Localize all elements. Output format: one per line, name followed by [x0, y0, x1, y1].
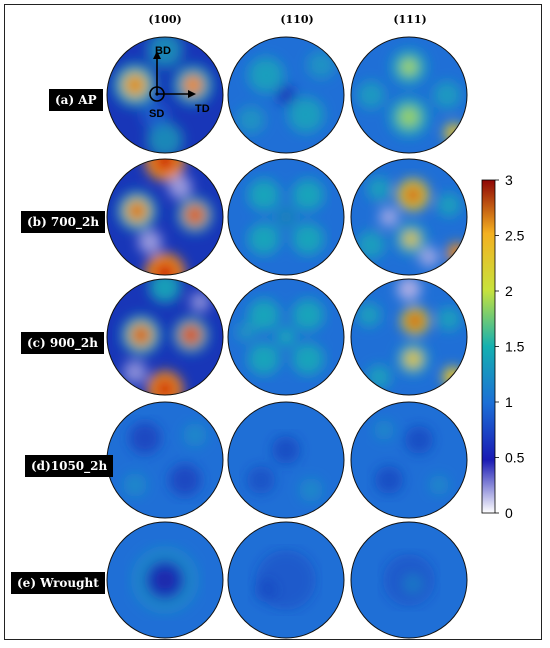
pole-figure-disc — [228, 522, 344, 638]
td-axis-label: TD — [195, 103, 210, 115]
pole-figure-disc — [351, 159, 467, 275]
pole-figure-panel: (100) (110) (111) BD SD TD 0 0.5 1 1.5 2 2.5 3 — [106, 13, 525, 639]
pole-figure-outline — [227, 521, 345, 639]
column-header-100: (100) — [148, 13, 181, 26]
colorbar-tick-label: 1 — [505, 394, 513, 410]
figure-frame: (100) (110) (111) BD SD TD 0 0.5 1 1.5 2 2.5 3… — [4, 4, 542, 640]
pole-figure-disc — [351, 402, 467, 518]
pole-figure-outline — [106, 36, 224, 154]
row-label-c: (c) 900_2h — [21, 332, 104, 354]
pole-figure-outline — [350, 521, 468, 639]
colorbar-tick-label: 3 — [505, 172, 513, 188]
colorbar-ticks: 0 0.5 1 1.5 2 2.5 3 — [495, 172, 525, 521]
pole-figure-disc — [228, 159, 344, 275]
pole-figure-outline — [227, 158, 345, 276]
pole-figure-outline — [350, 158, 468, 276]
sample-axes-overlay: BD SD TD — [149, 45, 210, 120]
pole-figure-disc — [107, 159, 223, 275]
pole-figure-disc — [107, 402, 223, 518]
bd-axis-label: BD — [155, 45, 171, 57]
pole-figure-outline — [350, 36, 468, 154]
colorbar-gradient — [481, 179, 496, 514]
column-header-110: (110) — [280, 13, 313, 26]
pole-figure-disc — [351, 522, 467, 638]
pole-figure-outline — [106, 278, 224, 396]
pole-figure-disc — [351, 279, 467, 395]
pole-figure-disc — [228, 402, 344, 518]
row-label-e: (e) Wrought — [11, 572, 105, 594]
colorbar-tick-label: 1.5 — [505, 339, 525, 355]
pole-figure-disc — [107, 279, 223, 395]
sd-axis-label: SD — [149, 108, 164, 120]
colorbar-tick-label: 0.5 — [505, 450, 525, 466]
colorbar-tick-label: 0 — [505, 505, 513, 521]
pole-figure-outline — [350, 401, 468, 519]
column-header-111: (111) — [393, 13, 426, 26]
row-label-b: (b) 700_2h — [21, 211, 106, 233]
colorbar-tick-label: 2.5 — [505, 228, 525, 244]
colorbar: 0 0.5 1 1.5 2 2.5 3 — [481, 172, 525, 521]
row-label-d: (d)1050_2h — [25, 455, 114, 477]
pole-figure-outline — [350, 278, 468, 396]
pole-figure-outline — [106, 521, 224, 639]
pole-figure-outline — [227, 36, 345, 154]
pole-figure-outline — [106, 158, 224, 276]
pole-figure-disc — [107, 37, 223, 153]
pole-figure-disc — [228, 37, 344, 153]
pole-figure-outline — [227, 401, 345, 519]
pole-figure-outline — [227, 278, 345, 396]
pole-figure-grid — [106, 36, 468, 639]
row-label-a: (a) AP — [49, 89, 103, 111]
pole-figure-disc — [351, 37, 467, 153]
pole-figure-disc — [107, 522, 223, 638]
pole-figure-disc — [228, 279, 344, 395]
colorbar-tick-label: 2 — [505, 283, 513, 299]
